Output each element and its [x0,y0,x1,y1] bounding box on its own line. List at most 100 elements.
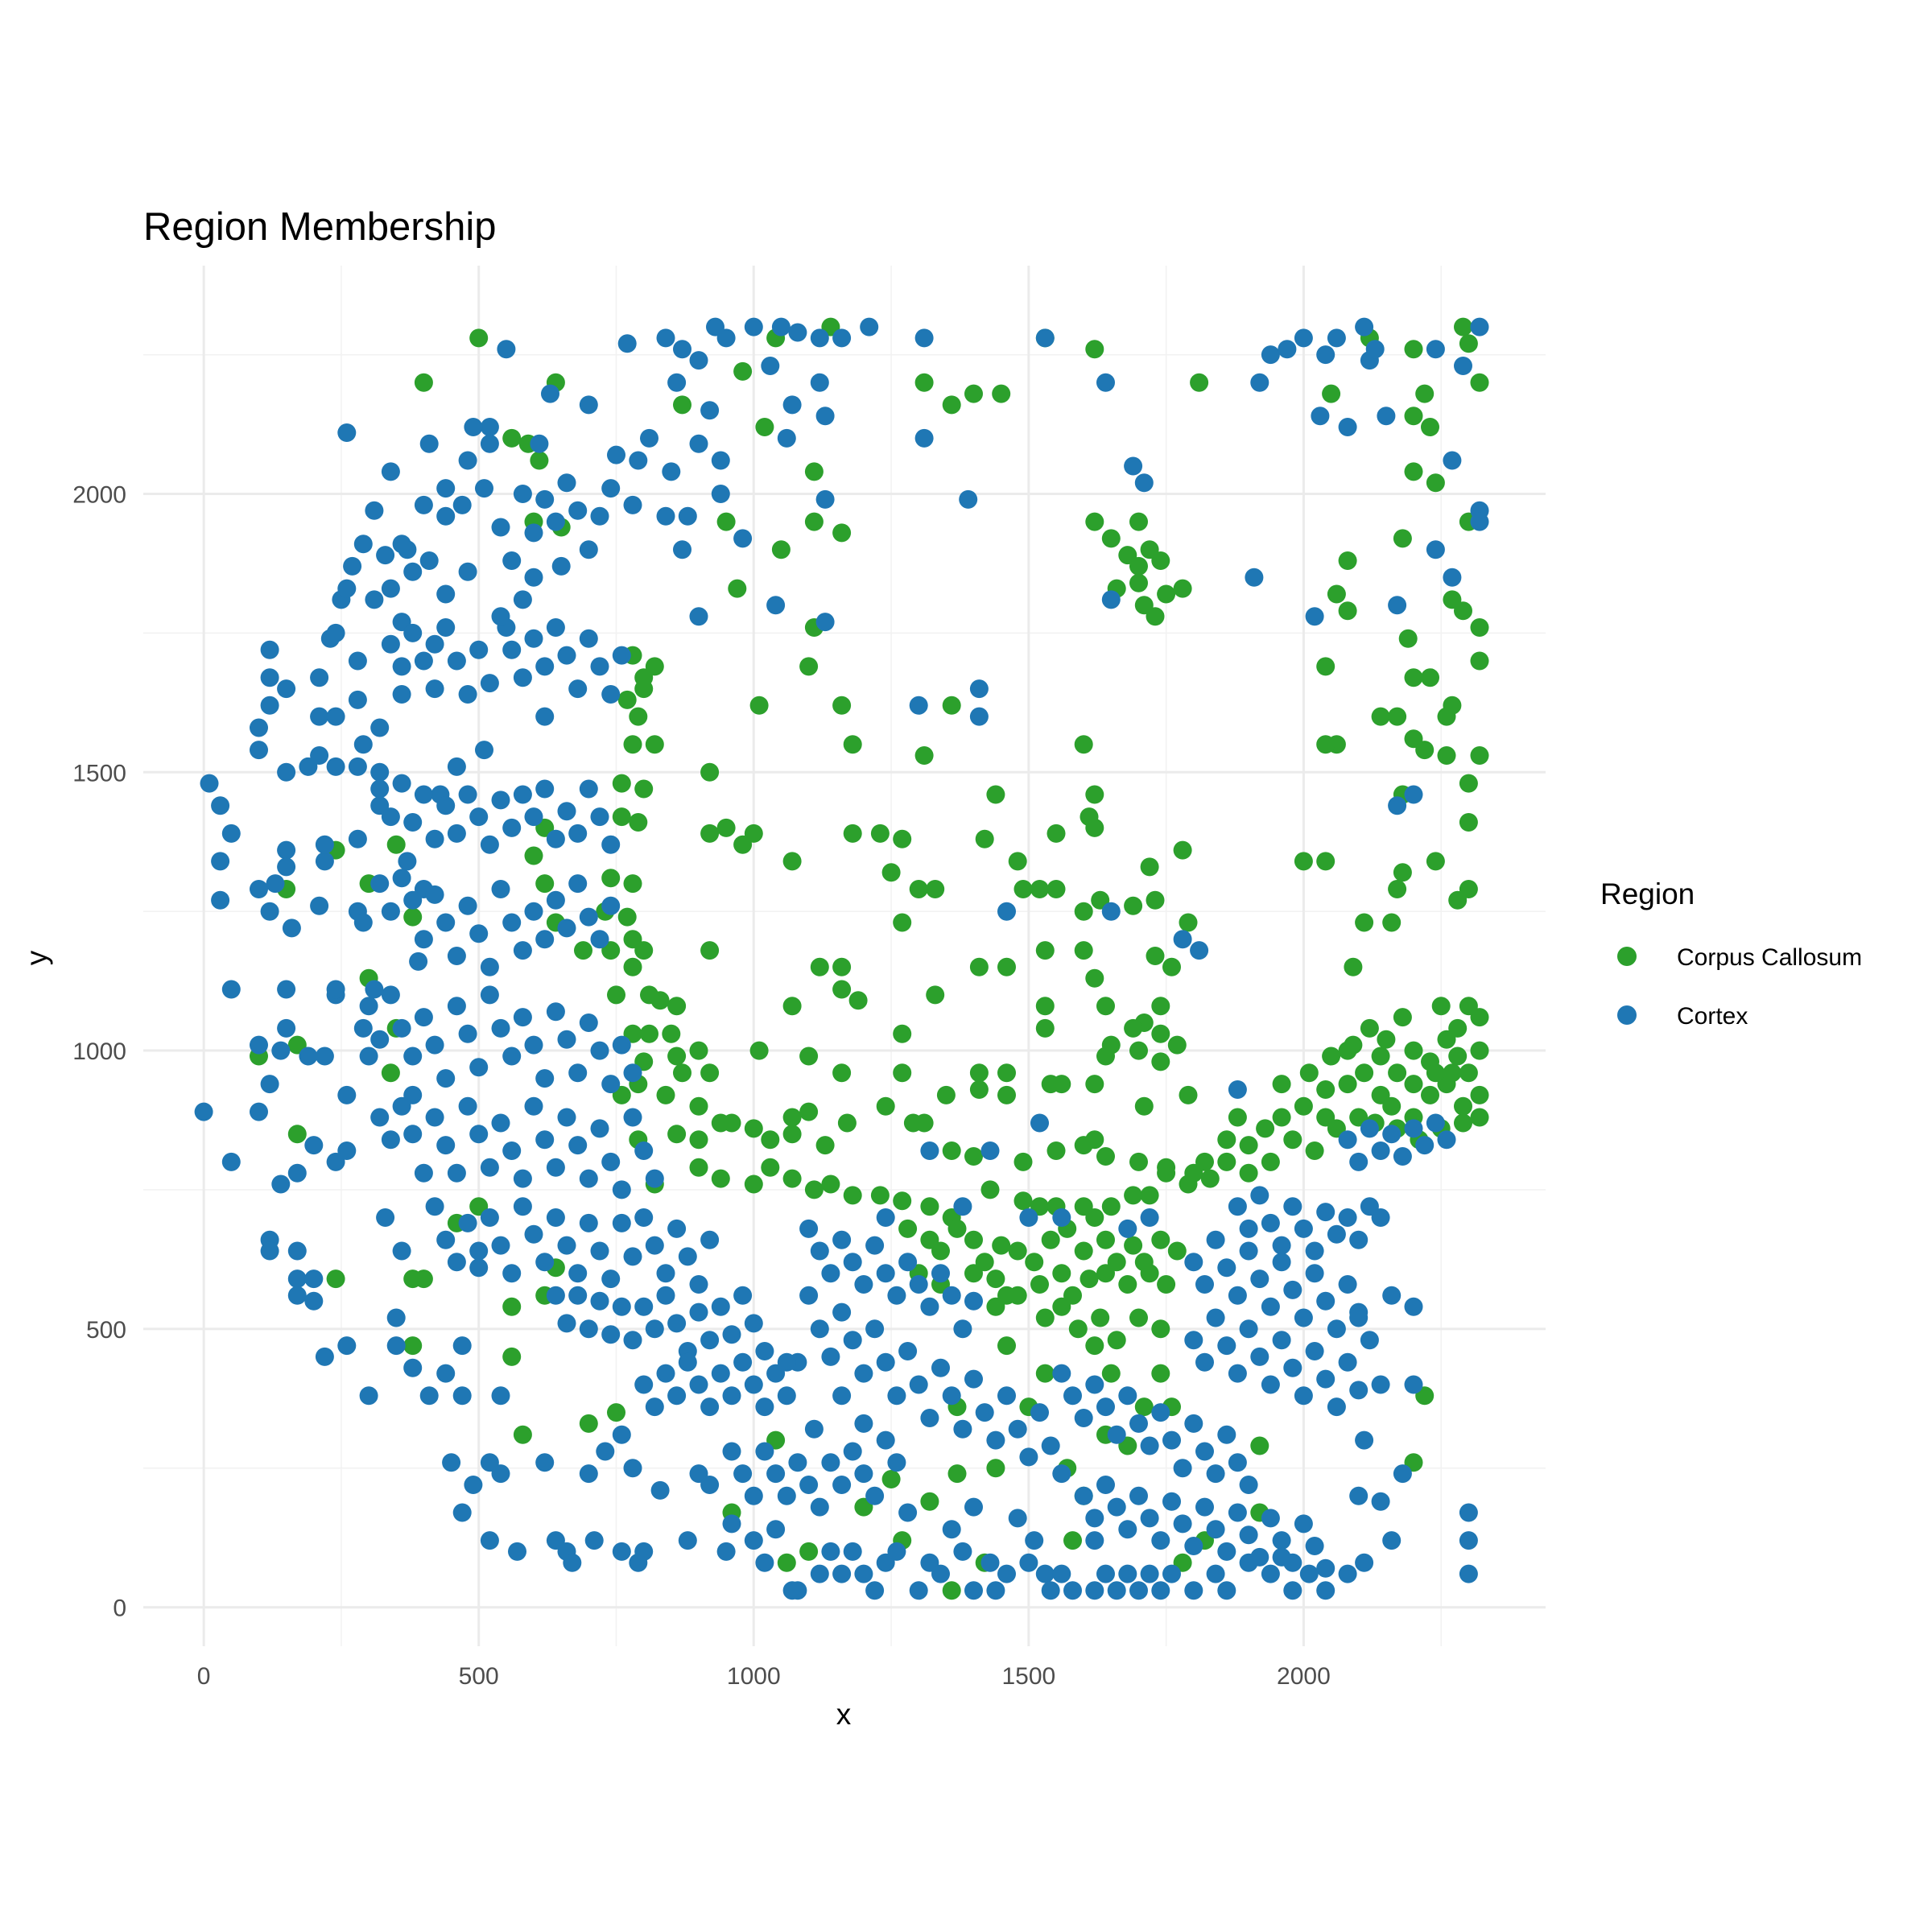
data-point [601,1269,621,1289]
data-point [1338,1564,1357,1583]
data-point [645,1397,664,1417]
data-point [947,1219,967,1238]
data-point [1470,1085,1489,1104]
data-point [409,952,428,971]
data-point [392,774,411,793]
data-point [1388,796,1407,815]
data-point [1025,1531,1044,1550]
data-point [607,985,625,1005]
data-point [601,1152,621,1171]
data-point [1052,1075,1071,1094]
data-point [650,1480,670,1500]
data-point [612,1425,631,1444]
data-point [403,813,423,832]
data-point [1316,852,1335,871]
data-point [480,674,499,693]
data-point [436,913,456,932]
data-point [436,1230,456,1249]
data-point [1184,1414,1203,1433]
data-point [403,562,423,581]
data-point [1470,618,1489,637]
data-point [788,323,807,342]
data-point [381,1130,400,1150]
data-point [1184,1331,1203,1350]
data-point [425,634,444,654]
data-point [1101,902,1121,921]
data-point [1030,880,1049,898]
data-point [964,1230,983,1249]
data-point [1294,1308,1313,1327]
data-point [689,1275,708,1294]
data-point [997,1386,1016,1406]
data-point [1448,1018,1468,1038]
data-point [832,1476,852,1494]
data-point [815,613,835,632]
data-point [436,618,456,637]
data-point [1179,1085,1198,1104]
data-point [843,824,862,843]
data-point [386,1308,406,1327]
data-point [1393,863,1412,882]
data-point [1096,1046,1115,1066]
data-point [348,690,367,709]
data-point [788,1581,807,1600]
data-point [1272,1253,1291,1272]
data-point [326,980,345,999]
data-point [370,1030,390,1049]
data-point [1041,1230,1060,1249]
data-point [260,668,279,687]
data-point [419,551,439,570]
data-point [1327,1397,1346,1417]
data-point [744,824,763,843]
data-point [546,512,565,531]
data-point [1151,1364,1170,1383]
data-point [1377,407,1396,426]
data-point [601,1325,621,1344]
data-point [920,1297,939,1316]
data-point [1371,1141,1390,1160]
data-point [403,1336,423,1356]
data-point [1327,584,1346,604]
data-point [310,896,329,915]
data-point [1415,1136,1435,1155]
data-point [865,1319,885,1339]
data-point [612,1035,631,1055]
data-point [1068,1319,1088,1339]
data-point [1344,957,1363,976]
data-point [370,1108,390,1127]
data-point [744,1314,763,1333]
data-point [1283,1358,1302,1377]
data-point [1228,1197,1247,1216]
data-point [893,829,912,848]
data-point [359,1386,378,1406]
data-point [744,1375,763,1394]
data-point [942,1386,961,1406]
data-point [386,835,406,854]
data-point [442,1453,461,1472]
data-point [1382,1286,1402,1305]
data-point [969,1063,989,1083]
data-point [1052,1564,1071,1583]
data-point [1173,1514,1192,1534]
data-point [1046,1141,1066,1160]
data-point [1454,1113,1472,1133]
data-point [722,1442,741,1461]
data-point [667,997,687,1016]
data-point [1305,1537,1324,1555]
data-point [782,1169,802,1188]
data-point [1272,1331,1291,1350]
data-point [1206,1564,1225,1583]
data-point [1074,1486,1093,1505]
data-point [1184,1581,1203,1600]
data-point [502,551,522,570]
data-point [1459,1063,1478,1083]
data-point [1360,1119,1379,1138]
data-point [1261,1297,1280,1316]
data-point [1349,1230,1368,1249]
data-point [568,1136,588,1155]
data-point [414,1269,433,1289]
data-point [1140,1264,1159,1283]
data-point [1046,880,1066,898]
data-point [1393,1464,1412,1484]
data-point [1250,1186,1269,1205]
